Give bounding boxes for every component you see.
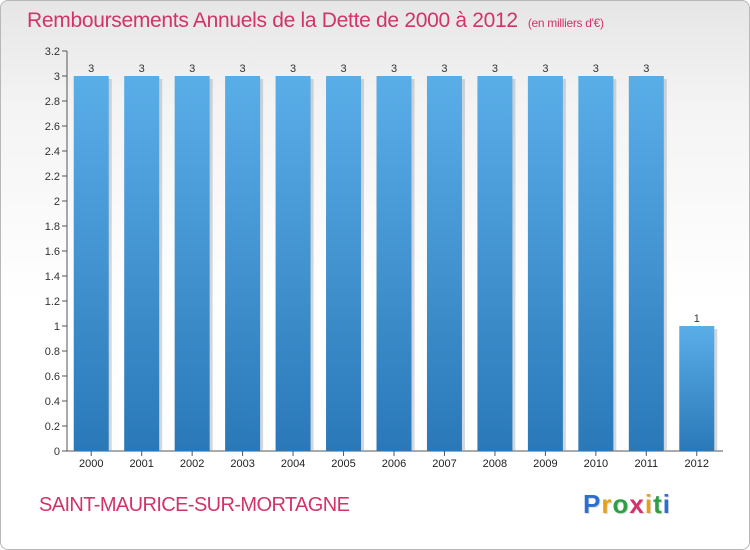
y-tick-label: 0.8 xyxy=(45,346,60,358)
chart-unit: (en milliers d'€) xyxy=(527,16,604,30)
y-tick-label: 3.2 xyxy=(45,46,60,58)
x-tick-label-2011: 2011 xyxy=(634,458,658,470)
y-tick-label: 0 xyxy=(54,446,60,458)
value-label-2011: 3 xyxy=(643,63,649,75)
x-tick-label-2005: 2005 xyxy=(331,458,355,470)
y-tick-label: 2.8 xyxy=(45,96,60,108)
bar-2010 xyxy=(578,76,614,451)
bar-2004 xyxy=(275,76,311,451)
logo-letter: x xyxy=(629,489,645,519)
x-tick-label-2002: 2002 xyxy=(180,458,204,470)
bar-2009 xyxy=(527,76,563,451)
y-tick-label: 2.6 xyxy=(45,121,60,133)
y-tick-label: 1.6 xyxy=(45,246,60,258)
value-label-2005: 3 xyxy=(340,63,346,75)
x-tick-label-2009: 2009 xyxy=(533,458,557,470)
y-tick-label: 1 xyxy=(54,321,60,333)
bar-2000 xyxy=(73,76,109,451)
x-tick-label-2008: 2008 xyxy=(483,458,507,470)
bar-2011 xyxy=(628,76,664,451)
y-tick-label: 2 xyxy=(54,196,60,208)
value-label-2002: 3 xyxy=(189,63,195,75)
bar-2002 xyxy=(174,76,210,451)
value-label-2001: 3 xyxy=(139,63,145,75)
bar-2012 xyxy=(679,326,715,451)
logo-letter: t xyxy=(653,489,663,519)
logo-letter: i xyxy=(662,489,671,519)
logo-letter: i xyxy=(644,489,654,519)
logo-letter: o xyxy=(612,489,630,519)
bar-2007 xyxy=(426,76,462,451)
bar-2005 xyxy=(326,76,362,451)
x-tick-label-2000: 2000 xyxy=(79,458,103,470)
y-tick-label: 2.2 xyxy=(45,171,60,183)
y-tick-label: 1.4 xyxy=(45,271,60,283)
x-tick-label-2007: 2007 xyxy=(432,458,456,470)
x-tick-label-2010: 2010 xyxy=(584,458,608,470)
y-tick-label: 0.4 xyxy=(45,396,60,408)
bar-2003 xyxy=(225,76,261,451)
chart-title-text: Remboursements Annuels de la Dette de 20… xyxy=(27,9,518,32)
value-label-2012: 1 xyxy=(694,313,700,325)
value-label-2008: 3 xyxy=(492,63,498,75)
logo-letter: P xyxy=(583,489,602,519)
value-label-2010: 3 xyxy=(593,63,599,75)
bar-2008 xyxy=(477,76,513,451)
y-tick-label: 0.2 xyxy=(45,421,60,433)
value-label-2000: 3 xyxy=(88,63,94,75)
y-tick-label: 1.2 xyxy=(45,296,60,308)
value-label-2004: 3 xyxy=(290,63,296,75)
logo-letter: r xyxy=(601,489,613,519)
y-tick-label: 3 xyxy=(54,71,60,83)
y-tick-label: 2.4 xyxy=(45,146,60,158)
value-label-2007: 3 xyxy=(441,63,447,75)
bar-2001 xyxy=(124,76,160,451)
x-tick-label-2004: 2004 xyxy=(281,458,305,470)
proxiti-logo: Proxiti xyxy=(583,489,671,520)
chart-title: Remboursements Annuels de la Dette de 20… xyxy=(27,9,604,33)
y-tick-label: 1.8 xyxy=(45,221,60,233)
x-tick-label-2001: 2001 xyxy=(129,458,153,470)
value-label-2009: 3 xyxy=(542,63,548,75)
value-label-2006: 3 xyxy=(391,63,397,75)
commune-name: SAINT-MAURICE-SUR-MORTAGNE xyxy=(39,494,350,516)
x-tick-label-2003: 2003 xyxy=(230,458,254,470)
x-tick-label-2006: 2006 xyxy=(382,458,406,470)
y-tick-label: 0.6 xyxy=(45,371,60,383)
x-tick-label-2012: 2012 xyxy=(685,458,709,470)
value-label-2003: 3 xyxy=(240,63,246,75)
bar-2006 xyxy=(376,76,412,451)
